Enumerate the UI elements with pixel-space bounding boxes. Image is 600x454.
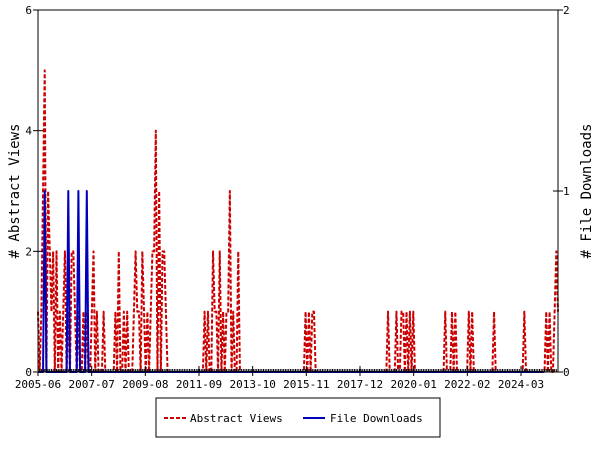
y-axis-title-right: # File Downloads <box>579 124 595 259</box>
y-tick-label-right: 1 <box>563 185 570 198</box>
y-tick-label-left: 2 <box>25 245 32 258</box>
x-tick-label: 2022-02 <box>444 378 490 391</box>
x-tick-label: 2007-07 <box>68 378 114 391</box>
x-tick-label: 2015-11 <box>283 378 329 391</box>
series-line-abstract-views <box>37 69 559 373</box>
legend-label-abstract-views: Abstract Views <box>190 412 283 425</box>
plot-background <box>38 10 558 372</box>
y-tick-label-left: 0 <box>25 366 32 379</box>
legend-label-file-downloads: File Downloads <box>330 412 423 425</box>
legend: Abstract Views File Downloads <box>155 397 441 438</box>
y-axis-title-left: # Abstract Views <box>7 124 23 259</box>
x-tick-label: 2005-06 <box>15 378 61 391</box>
y-tick-label-right: 2 <box>563 4 570 17</box>
y-tick-label-right: 0 <box>563 366 570 379</box>
x-tick-label: 2013-10 <box>229 378 275 391</box>
x-tick-label: 2024-03 <box>498 378 544 391</box>
x-tick-label: 2020-01 <box>390 378 436 391</box>
y-tick-label-left: 6 <box>25 4 32 17</box>
x-tick-label: 2017-12 <box>337 378 383 391</box>
axes-layer: 0 2 4 6 0 1 2 2005-06 2007-07 2009-08 2011-09 2013-… <box>15 4 570 391</box>
legend-box <box>155 397 441 438</box>
y-tick-label-left: 4 <box>25 125 32 138</box>
x-tick-label: 2009-08 <box>122 378 168 391</box>
x-tick-label: 2011-09 <box>176 378 222 391</box>
